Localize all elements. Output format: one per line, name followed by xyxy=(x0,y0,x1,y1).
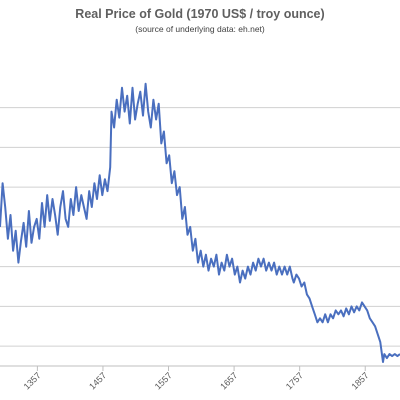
x-tick-label-1: 1457 xyxy=(87,370,108,391)
series-lines xyxy=(0,82,400,363)
x-tick-label-0: 1357 xyxy=(22,370,43,391)
x-axis-ticks: 1357 1457 1557 1657 1757 1857 xyxy=(22,366,371,392)
gridlines xyxy=(0,107,400,347)
x-tick-label-3: 1657 xyxy=(218,370,239,391)
chart-title: Real Price of Gold (1970 US$ / troy ounc… xyxy=(75,7,325,21)
x-tick-label-2: 1557 xyxy=(153,370,174,391)
x-tick-label-4: 1757 xyxy=(284,370,305,391)
series-line-0 xyxy=(0,82,400,363)
x-tick-label-5: 1857 xyxy=(349,370,370,391)
chart-subtitle: (source of underlying data: eh.net) xyxy=(135,24,265,34)
